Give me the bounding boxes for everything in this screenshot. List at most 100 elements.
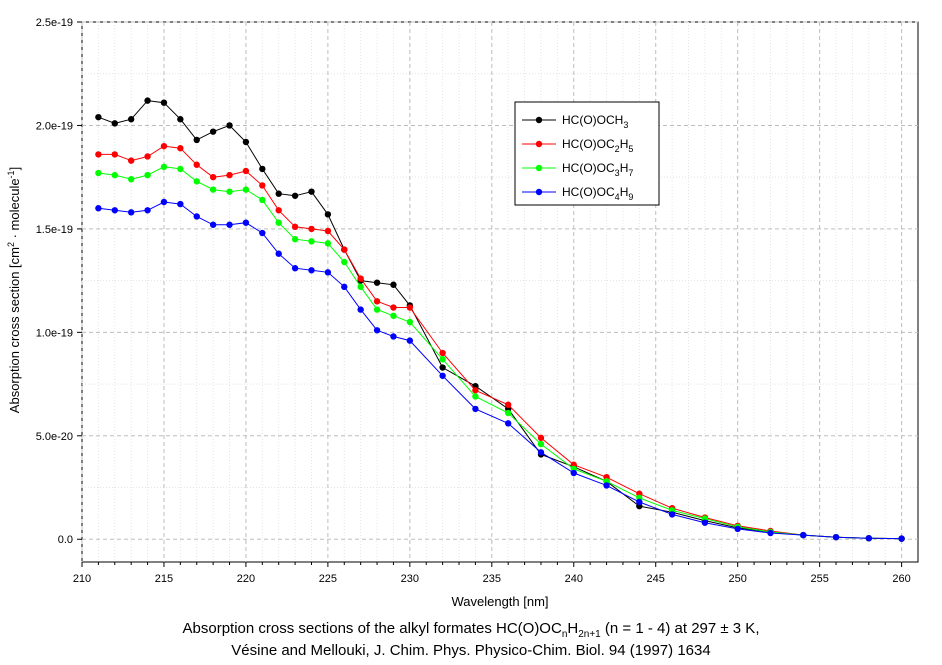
x-tick-label: 245 [647, 573, 665, 585]
data-point [160, 198, 168, 206]
data-point [193, 136, 200, 144]
x-tick-label: 215 [155, 573, 173, 585]
data-point [111, 171, 118, 179]
data-point [275, 219, 282, 226]
data-point [127, 176, 135, 183]
data-point [324, 211, 332, 218]
data-point [439, 349, 446, 357]
data-point [127, 157, 135, 164]
data-point [570, 469, 577, 477]
legend: HC(O)OCH3 HC(O)OC2H5 HC(O)OC3H7 HC(O)OC4H9 [514, 101, 660, 206]
data-point [472, 387, 479, 394]
series-HC(O)OC4H9 [95, 198, 905, 542]
data-point [95, 113, 102, 121]
data-point [144, 153, 151, 160]
grid [81, 21, 918, 562]
data-point [357, 306, 364, 313]
data-point [308, 188, 315, 195]
data-point [127, 209, 135, 216]
y-tick-label: 1.0e-19 [36, 327, 73, 339]
data-point [800, 531, 807, 539]
data-point [193, 213, 200, 220]
data-point [324, 269, 332, 276]
data-point [111, 120, 118, 127]
legend-entry: HC(O)OC3H7 [562, 161, 633, 178]
data-point [275, 250, 282, 257]
data-point [291, 265, 299, 272]
legend-marker [535, 188, 543, 196]
data-point [127, 116, 135, 123]
x-tick-label: 235 [483, 573, 501, 585]
data-point [341, 246, 348, 253]
data-point [144, 97, 151, 104]
data-point [390, 312, 397, 319]
data-point [341, 258, 348, 266]
data-point [373, 279, 381, 286]
data-point [357, 283, 364, 291]
data-point [390, 281, 397, 288]
data-point [898, 535, 905, 542]
legend-entry: HC(O)OC2H5 [562, 137, 633, 154]
x-axis-title: Wavelength [nm] [451, 594, 548, 609]
data-point [111, 151, 118, 158]
data-point [291, 192, 299, 199]
data-point [472, 405, 479, 413]
data-point [324, 240, 332, 247]
data-point [734, 525, 741, 533]
y-tick-label: 0.0 [58, 534, 73, 546]
data-point [406, 337, 414, 344]
data-point [504, 409, 512, 417]
data-point [701, 519, 709, 526]
y-axis-title: Absorption cross section [cm2 · molecule… [6, 167, 22, 413]
data-point [177, 116, 184, 123]
legend-marker [535, 116, 543, 124]
legend-entry: HC(O)OCH3 [562, 113, 628, 130]
data-point [226, 122, 233, 129]
data-point [144, 207, 151, 214]
x-tick-label: 250 [729, 573, 747, 585]
y-tick-label: 1.5e-19 [36, 224, 73, 236]
data-point [291, 223, 299, 231]
data-point [242, 138, 250, 146]
data-point [95, 151, 102, 158]
data-point [95, 205, 102, 212]
legend-marker [535, 140, 543, 148]
data-point [111, 207, 118, 214]
legend-marker [535, 164, 543, 172]
data-point [308, 267, 315, 274]
data-point [668, 511, 676, 518]
data-point [767, 529, 774, 537]
data-point [390, 333, 397, 340]
x-tick-label: 220 [237, 573, 255, 585]
data-point [324, 227, 332, 235]
data-point [209, 221, 217, 228]
data-point [537, 449, 545, 456]
data-point [242, 219, 250, 226]
data-point [95, 169, 102, 177]
data-point [177, 165, 184, 173]
data-point [259, 196, 266, 204]
x-tick-label: 230 [401, 573, 419, 585]
data-point [832, 533, 840, 541]
data-point [390, 304, 397, 311]
data-point [193, 161, 200, 168]
data-point [439, 364, 446, 371]
data-point [242, 186, 250, 193]
axes: 210 215 220 225 230 235 240 245 250 255 260 0.0 5.0e… [36, 17, 911, 585]
x-tick-label: 210 [73, 573, 91, 585]
data-point [209, 186, 217, 193]
data-point [357, 275, 364, 282]
data-point [177, 145, 184, 152]
data-point [537, 434, 545, 442]
x-tick-label: 240 [565, 573, 583, 585]
data-point [177, 200, 184, 208]
data-point [308, 238, 315, 245]
x-tick-label: 260 [892, 573, 910, 585]
data-point [160, 142, 168, 150]
figure-caption-line-2: Vésine and Mellouki, J. Chim. Phys. Phys… [231, 642, 711, 659]
data-point [259, 229, 266, 237]
data-point [406, 304, 414, 311]
data-point [406, 318, 414, 326]
data-point [226, 188, 233, 195]
y-tick-label: 2.5e-19 [36, 17, 73, 29]
